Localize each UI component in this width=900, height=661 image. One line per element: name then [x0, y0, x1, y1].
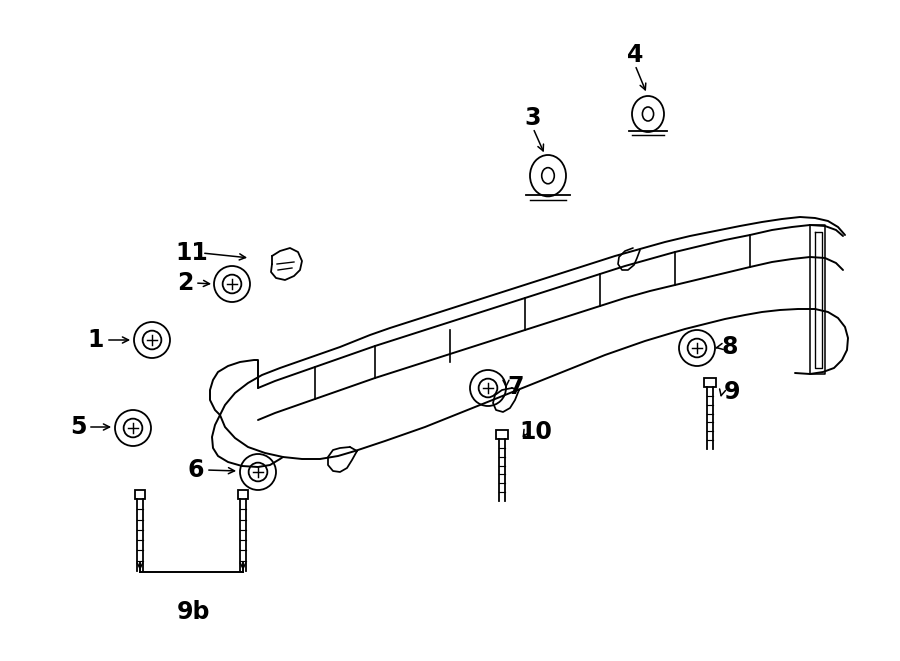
Text: 10: 10	[519, 420, 553, 444]
Text: 1: 1	[88, 328, 104, 352]
Text: 3: 3	[525, 106, 541, 130]
Text: 5: 5	[70, 415, 86, 439]
Text: 8: 8	[722, 335, 738, 359]
Text: 9: 9	[724, 380, 740, 404]
Text: 9b: 9b	[176, 600, 210, 624]
Bar	[496, 430, 508, 439]
Bar	[238, 490, 248, 499]
Text: 11: 11	[176, 241, 209, 265]
Text: 6: 6	[188, 458, 204, 482]
Text: 4: 4	[626, 43, 644, 67]
Bar	[135, 490, 145, 499]
Bar	[704, 378, 716, 387]
Text: 7: 7	[508, 375, 524, 399]
Text: 2: 2	[176, 271, 194, 295]
